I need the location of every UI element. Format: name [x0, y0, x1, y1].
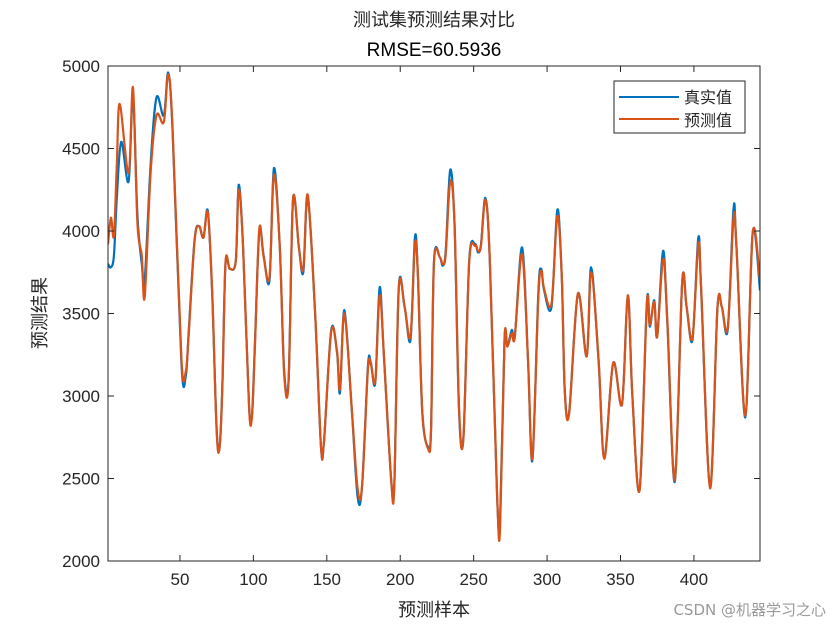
x-tick-label: 250 [459, 570, 487, 589]
x-tick-label: 50 [170, 570, 189, 589]
watermark: CSDN @机器学习之心 [673, 601, 826, 619]
axes-box [107, 65, 761, 562]
chart-title: 测试集预测结果对比 [353, 10, 515, 31]
x-tick-label: 200 [386, 570, 414, 589]
axis-ticks: 50 100 150 200 250 300 350 400 2000 2500 3000 3500 4… [62, 57, 760, 589]
legend-label-true: 真实值 [684, 88, 732, 107]
y-tick-label: 2500 [62, 470, 100, 489]
y-tick-label: 4500 [62, 140, 100, 159]
x-tick-label: 400 [680, 570, 708, 589]
x-tick-label: 150 [313, 570, 341, 589]
series-lines [108, 71, 760, 542]
chart-subtitle: RMSE=60.5936 [367, 40, 502, 61]
x-tick-label: 300 [533, 570, 561, 589]
y-tick-label: 2000 [62, 552, 100, 571]
x-axis-label: 预测样本 [398, 600, 470, 621]
x-tick-label: 350 [606, 570, 634, 589]
y-tick-label: 5000 [62, 57, 100, 76]
y-tick-label: 4000 [62, 222, 100, 241]
legend-label-predicted: 预测值 [684, 111, 732, 130]
x-tick-label: 100 [239, 570, 267, 589]
y-axis-label: 预测结果 [30, 277, 51, 349]
series-line-predicted [108, 73, 760, 542]
legend-box [613, 80, 746, 134]
y-tick-label: 3000 [62, 387, 100, 406]
y-tick-label: 3500 [62, 305, 100, 324]
legend: 真实值 预测值 [613, 80, 746, 134]
